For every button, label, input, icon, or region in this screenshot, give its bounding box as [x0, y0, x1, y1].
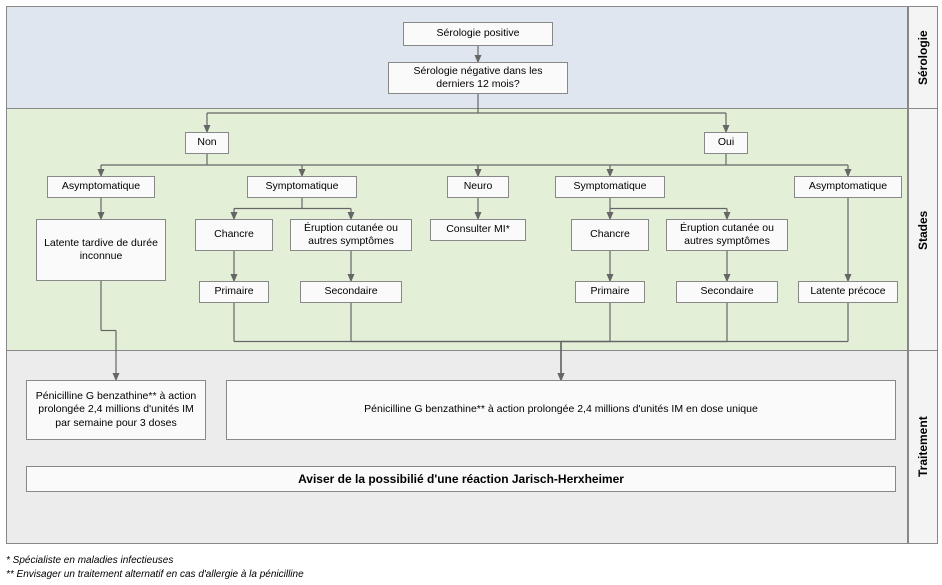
node-latent_l: Latente tardive de durée inconnue	[36, 219, 166, 281]
node-asym_r: Asymptomatique	[794, 176, 902, 198]
node-primaire_r: Primaire	[575, 281, 645, 303]
stage-tabs: Sérologie Stades Traitement	[908, 6, 936, 542]
node-sym_r: Symptomatique	[555, 176, 665, 198]
node-secondaire_l: Secondaire	[300, 281, 402, 303]
node-primaire_l: Primaire	[199, 281, 269, 303]
diagram-root: Sérologie Stades Traitement Sérologie po…	[0, 0, 942, 585]
node-erup_r: Éruption cutanée ou autres symptômes	[666, 219, 788, 251]
node-neuro: Neuro	[447, 176, 509, 198]
node-consult: Consulter MI*	[430, 219, 526, 241]
node-sero_neg_q: Sérologie négative dans les derniers 12 …	[388, 62, 568, 94]
node-sym_l: Symptomatique	[247, 176, 357, 198]
node-warn: Aviser de la possibilié d'une réaction J…	[26, 466, 896, 492]
node-secondaire_r: Secondaire	[676, 281, 778, 303]
node-oui: Oui	[704, 132, 748, 154]
node-tx_long: Pénicilline G benzathine** à action prol…	[26, 380, 206, 440]
node-tx_single: Pénicilline G benzathine** à action prol…	[226, 380, 896, 440]
footnote-2: ** Envisager un traitement alternatif en…	[6, 568, 304, 582]
node-chancre_l: Chancre	[195, 219, 273, 251]
node-latent_r: Latente précoce	[798, 281, 898, 303]
node-non: Non	[185, 132, 229, 154]
node-chancre_r: Chancre	[571, 219, 649, 251]
footnote-1: * Spécialiste en maladies infectieuses	[6, 554, 304, 568]
tab-stades: Stades	[908, 108, 938, 352]
node-asym_l: Asymptomatique	[47, 176, 155, 198]
footnotes: * Spécialiste en maladies infectieuses *…	[6, 554, 304, 581]
tab-treatment: Traitement	[908, 350, 938, 544]
tab-serology: Sérologie	[908, 6, 938, 110]
node-erup_l: Éruption cutanée ou autres symptômes	[290, 219, 412, 251]
node-sero_pos: Sérologie positive	[403, 22, 553, 46]
